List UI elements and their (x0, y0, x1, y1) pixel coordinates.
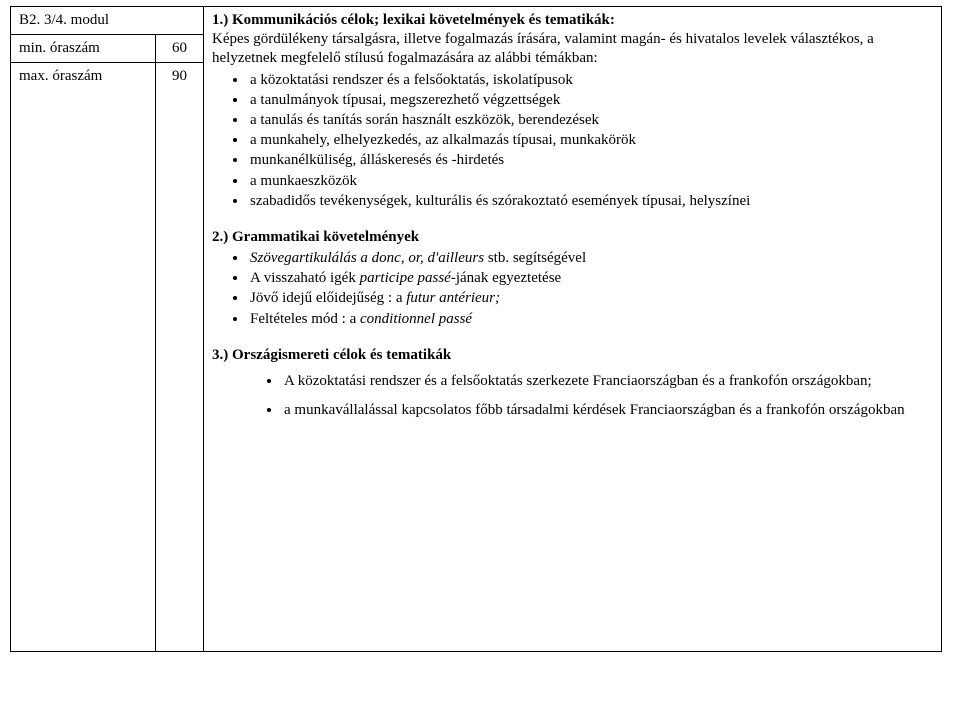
text-run: -jának egyeztetése (451, 270, 561, 286)
list-item: A visszaható igék participe passé-jának … (248, 269, 933, 289)
list-item: Jövő idejű előidejűség : a futur antérie… (248, 289, 933, 309)
section2-heading: 2.) Grammatikai követelmények (212, 229, 419, 245)
list-item: a közoktatási rendszer és a felsőoktatás… (248, 71, 933, 91)
section-1: 1.) Kommunikációs célok; lexikai követel… (212, 11, 933, 212)
list-item: a munkaeszközök (248, 172, 933, 192)
max-value: 90 (172, 68, 187, 84)
max-label: max. óraszám (19, 68, 102, 84)
section1-paragraph: Képes gördülékeny társalgásra, illetve f… (212, 31, 874, 66)
text-run: A visszaható igék (250, 270, 360, 286)
min-label-cell: min. óraszám (11, 35, 156, 63)
text-run: participe passé (360, 270, 451, 286)
min-label: min. óraszám (19, 40, 100, 56)
list-item: a tanulás és tanítás során használt eszk… (248, 111, 933, 131)
min-value: 60 (172, 40, 187, 56)
text-run: stb. segítségével (484, 250, 586, 266)
section-2: 2.) Grammatikai követelmények Szövegarti… (212, 228, 933, 330)
section-3: 3.) Országismereti célok és tematikák A … (212, 346, 933, 426)
content-table: B2. 3/4. modul 1.) Kommunikációs célok; … (10, 6, 942, 652)
page: B2. 3/4. modul 1.) Kommunikációs célok; … (0, 0, 960, 702)
list-item: a munkahely, elhelyezkedés, az alkalmazá… (248, 131, 933, 151)
section3-heading: 3.) Országismereti célok és tematikák (212, 347, 451, 363)
max-value-cell: 90 (156, 63, 204, 652)
section1-list: a közoktatási rendszer és a felsőoktatás… (212, 71, 933, 212)
module-label-cell: B2. 3/4. modul (11, 7, 204, 35)
max-label-cell: max. óraszám (11, 63, 156, 652)
list-item: Feltételes mód : a conditionnel passé (248, 310, 933, 330)
text-run: futur antérieur; (406, 290, 500, 306)
text-run: Jövő idejű előidejűség : a (250, 290, 406, 306)
section2-list: Szövegartikulálás a donc, or, d'ailleurs… (212, 249, 933, 330)
text-run: Szövegartikulálás (250, 250, 360, 266)
list-item: szabadidős tevékenységek, kulturális és … (248, 192, 933, 212)
section3-list: A közoktatási rendszer és a felsőoktatás… (212, 367, 933, 425)
list-item: munkanélküliség, álláskeresés és -hirdet… (248, 151, 933, 171)
text-run: Feltételes mód : a (250, 311, 360, 327)
module-label: B2. 3/4. modul (19, 12, 109, 28)
min-value-cell: 60 (156, 35, 204, 63)
list-item: a munkavállalással kapcsolatos főbb társ… (282, 396, 933, 425)
list-item: Szövegartikulálás a donc, or, d'ailleurs… (248, 249, 933, 269)
list-item: a tanulmányok típusai, megszerezhető vég… (248, 91, 933, 111)
main-content-cell: 1.) Kommunikációs célok; lexikai követel… (204, 7, 942, 652)
text-run: a donc, or, d'ailleurs (360, 250, 484, 266)
text-run: conditionnel passé (360, 311, 472, 327)
section1-heading: 1.) Kommunikációs célok; lexikai követel… (212, 12, 615, 28)
list-item: A közoktatási rendszer és a felsőoktatás… (282, 367, 933, 396)
